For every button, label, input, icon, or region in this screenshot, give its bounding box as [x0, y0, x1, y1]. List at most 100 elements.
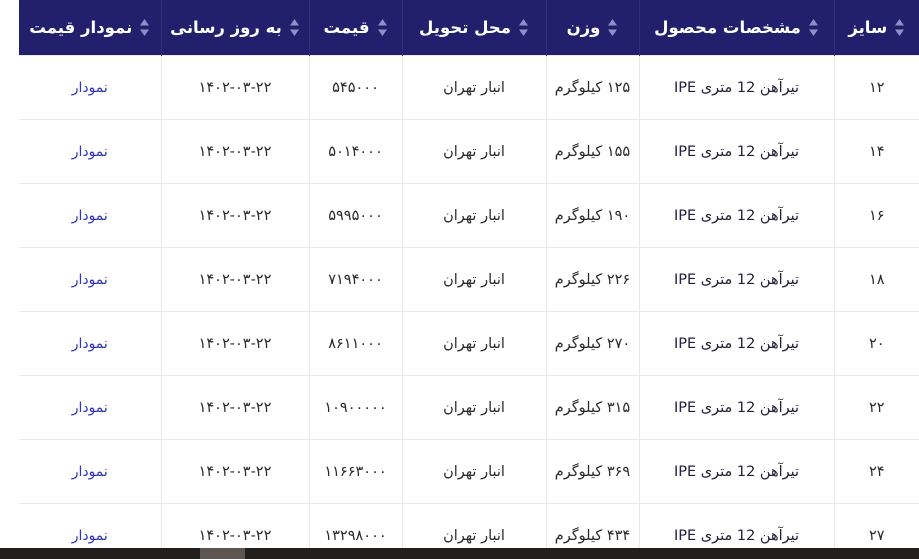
sort-updown-icon[interactable]	[377, 19, 388, 36]
cell-price: ۵۴۵۰۰۰	[308, 55, 402, 120]
table-row: ۱۲ تیرآهن 12 متری IPE ۱۲۵ کیلوگرم انبار …	[19, 55, 919, 120]
cell-size: ۲۴	[833, 439, 919, 504]
column-header-label: قیمت	[323, 18, 370, 37]
cell-size: ۱۸	[833, 247, 919, 312]
table-row: ۲۰ تیرآهن 12 متری IPE ۲۷۰ کیلوگرم انبار …	[19, 311, 919, 376]
sort-updown-icon[interactable]	[289, 19, 300, 36]
cell-product: تیرآهن 12 متری IPE	[638, 375, 834, 440]
sort-updown-icon[interactable]	[808, 19, 819, 36]
sort-updown-icon[interactable]	[139, 19, 150, 36]
cell-product: تیرآهن 12 متری IPE	[638, 503, 834, 548]
cell-price: ۸۶۱۱۰۰۰	[308, 311, 402, 376]
cell-delivery: انبار تهران	[401, 119, 546, 184]
cell-delivery: انبار تهران	[401, 183, 546, 248]
cell-chart: نمودار	[19, 311, 161, 376]
cell-price: ۵۹۹۵۰۰۰	[308, 183, 402, 248]
cell-delivery: انبار تهران	[401, 55, 546, 120]
cell-price: ۱۱۶۶۳۰۰۰	[308, 439, 402, 504]
chart-link[interactable]: نمودار	[71, 399, 108, 416]
cell-weight: ۲۷۰ کیلوگرم	[545, 311, 639, 376]
cell-product: تیرآهن 12 متری IPE	[638, 55, 834, 120]
table-row: ۲۷ تیرآهن 12 متری IPE ۴۳۴ کیلوگرم انبار …	[19, 503, 919, 548]
cell-weight: ۱۵۵ کیلوگرم	[545, 119, 639, 184]
cell-chart: نمودار	[19, 503, 161, 548]
column-header-chart[interactable]: نمودار قیمت	[19, 0, 161, 56]
cell-product: تیرآهن 12 متری IPE	[638, 439, 834, 504]
cell-product: تیرآهن 12 متری IPE	[638, 311, 834, 376]
cell-size: ۱۶	[833, 183, 919, 248]
table-body: ۱۲ تیرآهن 12 متری IPE ۱۲۵ کیلوگرم انبار …	[19, 55, 919, 548]
chart-link[interactable]: نمودار	[71, 143, 108, 160]
table-row: ۱۶ تیرآهن 12 متری IPE ۱۹۰ کیلوگرم انبار …	[19, 183, 919, 248]
chart-link[interactable]: نمودار	[71, 271, 108, 288]
cell-weight: ۳۱۵ کیلوگرم	[545, 375, 639, 440]
table-header: سایز مشخصات محصول	[19, 0, 919, 56]
cell-delivery: انبار تهران	[401, 503, 546, 548]
cell-chart: نمودار	[19, 55, 161, 120]
steel-price-table: سایز مشخصات محصول	[19, 0, 919, 548]
cell-weight: ۲۲۶ کیلوگرم	[545, 247, 639, 312]
column-header-label: محل تحویل	[419, 18, 511, 37]
cell-updated: ۱۴۰۲-۰۳-۲۲	[160, 311, 309, 376]
cell-chart: نمودار	[19, 119, 161, 184]
chart-link[interactable]: نمودار	[71, 79, 108, 96]
cell-updated: ۱۴۰۲-۰۳-۲۲	[160, 119, 309, 184]
cell-chart: نمودار	[19, 375, 161, 440]
cell-delivery: انبار تهران	[401, 311, 546, 376]
cell-updated: ۱۴۰۲-۰۳-۲۲	[160, 247, 309, 312]
table-row: ۱۴ تیرآهن 12 متری IPE ۱۵۵ کیلوگرم انبار …	[19, 119, 919, 184]
table-header-row: سایز مشخصات محصول	[19, 0, 919, 56]
column-header-label: به روز رسانی	[170, 18, 282, 37]
table-row: ۲۲ تیرآهن 12 متری IPE ۳۱۵ کیلوگرم انبار …	[19, 375, 919, 440]
sort-updown-icon[interactable]	[894, 19, 905, 36]
cell-weight: ۴۳۴ کیلوگرم	[545, 503, 639, 548]
column-header-product[interactable]: مشخصات محصول	[638, 0, 834, 56]
cell-updated: ۱۴۰۲-۰۳-۲۲	[160, 503, 309, 548]
cell-size: ۱۲	[833, 55, 919, 120]
cell-size: ۲۷	[833, 503, 919, 548]
column-header-label: نمودار قیمت	[29, 18, 133, 37]
horizontal-scrollbar[interactable]	[0, 548, 919, 559]
sort-updown-icon[interactable]	[518, 19, 529, 36]
cell-updated: ۱۴۰۲-۰۳-۲۲	[160, 183, 309, 248]
cell-price: ۵۰۱۴۰۰۰	[308, 119, 402, 184]
cell-chart: نمودار	[19, 183, 161, 248]
cell-delivery: انبار تهران	[401, 375, 546, 440]
cell-weight: ۱۹۰ کیلوگرم	[545, 183, 639, 248]
chart-link[interactable]: نمودار	[71, 527, 108, 544]
cell-delivery: انبار تهران	[401, 439, 546, 504]
column-header-label: سایز	[848, 18, 888, 37]
cell-product: تیرآهن 12 متری IPE	[638, 119, 834, 184]
cell-updated: ۱۴۰۲-۰۳-۲۲	[160, 439, 309, 504]
table-row: ۱۸ تیرآهن 12 متری IPE ۲۲۶ کیلوگرم انبار …	[19, 247, 919, 312]
cell-price: ۱۰۹۰۰۰۰۰	[308, 375, 402, 440]
sort-updown-icon[interactable]	[607, 19, 618, 36]
cell-size: ۲۰	[833, 311, 919, 376]
cell-updated: ۱۴۰۲-۰۳-۲۲	[160, 55, 309, 120]
cell-weight: ۱۲۵ کیلوگرم	[545, 55, 639, 120]
cell-size: ۲۲	[833, 375, 919, 440]
column-header-delivery[interactable]: محل تحویل	[401, 0, 546, 56]
horizontal-scrollbar-thumb[interactable]	[200, 548, 245, 559]
chart-link[interactable]: نمودار	[71, 207, 108, 224]
column-header-weight[interactable]: وزن	[545, 0, 639, 56]
chart-link[interactable]: نمودار	[71, 335, 108, 352]
chart-link[interactable]: نمودار	[71, 463, 108, 480]
column-header-price[interactable]: قیمت	[308, 0, 402, 56]
cell-product: تیرآهن 12 متری IPE	[638, 247, 834, 312]
table-row: ۲۴ تیرآهن 12 متری IPE ۳۶۹ کیلوگرم انبار …	[19, 439, 919, 504]
cell-delivery: انبار تهران	[401, 247, 546, 312]
cell-chart: نمودار	[19, 247, 161, 312]
column-header-size[interactable]: سایز	[833, 0, 919, 56]
cell-chart: نمودار	[19, 439, 161, 504]
cell-updated: ۱۴۰۲-۰۳-۲۲	[160, 375, 309, 440]
cell-product: تیرآهن 12 متری IPE	[638, 183, 834, 248]
column-header-label: وزن	[566, 18, 601, 37]
column-header-label: مشخصات محصول	[654, 18, 801, 37]
cell-price: ۷۱۹۴۰۰۰	[308, 247, 402, 312]
column-header-updated[interactable]: به روز رسانی	[160, 0, 309, 56]
cell-weight: ۳۶۹ کیلوگرم	[545, 439, 639, 504]
cell-price: ۱۳۲۹۸۰۰۰	[308, 503, 402, 548]
